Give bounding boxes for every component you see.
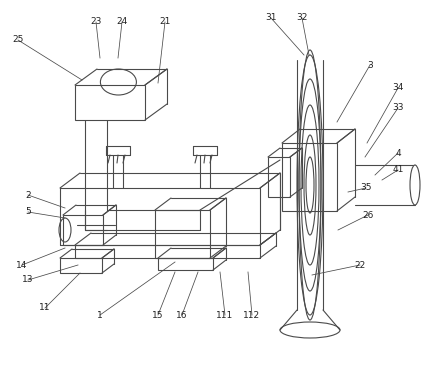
Ellipse shape xyxy=(410,165,420,205)
Text: 13: 13 xyxy=(22,276,34,285)
Text: 5: 5 xyxy=(25,207,31,217)
Text: 24: 24 xyxy=(117,17,128,26)
Bar xyxy=(158,258,213,270)
Text: 2: 2 xyxy=(25,190,31,200)
Bar xyxy=(268,157,290,197)
Text: 34: 34 xyxy=(392,83,404,92)
Text: 23: 23 xyxy=(90,17,102,26)
Text: 14: 14 xyxy=(16,260,27,269)
Text: 21: 21 xyxy=(159,17,171,26)
Text: 4: 4 xyxy=(395,148,401,158)
Text: 35: 35 xyxy=(360,184,372,193)
Text: 32: 32 xyxy=(296,13,308,23)
Text: 22: 22 xyxy=(354,260,365,269)
Text: 16: 16 xyxy=(176,311,188,319)
Text: 112: 112 xyxy=(244,311,260,319)
Text: 111: 111 xyxy=(216,311,233,319)
Bar xyxy=(60,258,102,273)
Bar xyxy=(155,210,210,258)
Text: 33: 33 xyxy=(392,104,404,112)
Bar xyxy=(75,85,145,120)
Text: 26: 26 xyxy=(362,210,374,220)
Text: 41: 41 xyxy=(392,165,404,174)
Text: 15: 15 xyxy=(152,311,164,319)
Text: 3: 3 xyxy=(367,60,373,69)
Bar xyxy=(282,143,337,211)
Text: 1: 1 xyxy=(97,311,103,319)
Text: 11: 11 xyxy=(39,303,51,312)
Text: 31: 31 xyxy=(265,13,277,23)
Text: 25: 25 xyxy=(12,36,23,45)
Bar xyxy=(63,215,103,245)
